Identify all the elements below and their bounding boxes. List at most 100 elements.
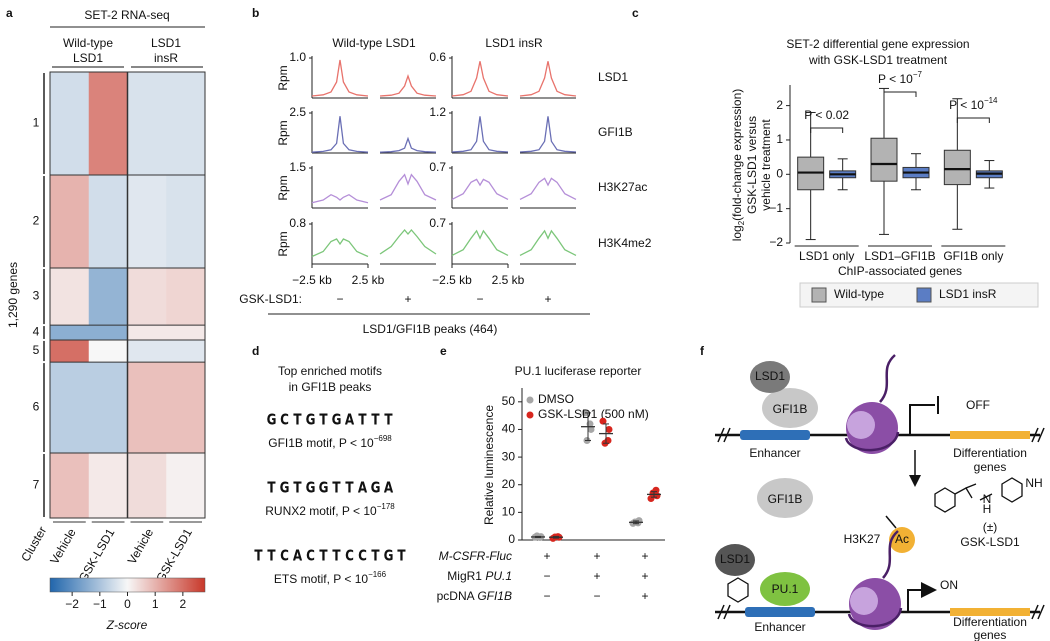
- active-promoter: [907, 582, 937, 612]
- heatmap-title: SET-2 RNA-seq: [84, 8, 169, 22]
- panel-letter: b: [252, 6, 259, 20]
- y-tick-label: −2: [769, 235, 783, 249]
- diagram-label: N: [983, 492, 992, 506]
- profile-line: [311, 193, 369, 204]
- column-label: Vehicle: [47, 526, 79, 567]
- diagram-label: Enhancer: [749, 446, 800, 460]
- row-label: LSD1: [598, 70, 628, 84]
- logo-letter: C: [280, 547, 289, 565]
- motif-label-part: GFI1B motif, P < 10: [268, 436, 374, 450]
- column-group-label: Wild-type: [63, 36, 113, 50]
- x-tick-label: 2.5 kb: [352, 273, 385, 287]
- bound-inhibitor: [727, 577, 749, 603]
- colorbar-tick-label: 1: [152, 597, 159, 611]
- logo-letter: T: [319, 411, 328, 429]
- heatmap-cell: [88, 325, 128, 341]
- y-axis-label: Rpm: [276, 231, 290, 256]
- y-tick-label: 50: [502, 394, 516, 408]
- logo-letter: T: [371, 547, 380, 565]
- logo-letter: T: [254, 547, 263, 565]
- column-group-label: insR: [154, 51, 178, 65]
- diagram-label: Differentiation: [953, 615, 1027, 629]
- heatmap-cell: [127, 268, 167, 326]
- histone-tail: [844, 354, 900, 452]
- legend-label: DMSO: [538, 392, 574, 406]
- profile-line: [519, 229, 577, 256]
- box: [870, 137, 898, 182]
- condition-sign: −: [543, 569, 550, 583]
- legend-marker: [526, 411, 534, 419]
- profile-line: [311, 116, 369, 153]
- chart-title: SET-2 differential gene expression: [786, 37, 969, 51]
- gene-box: [950, 608, 1030, 616]
- heatmap-cell: [166, 339, 206, 363]
- colorbar-label: Z-score: [106, 618, 148, 632]
- heatmap-cell: [88, 175, 128, 269]
- colorbar-tick-label: −2: [65, 597, 79, 611]
- logo-letter: C: [306, 547, 315, 565]
- condition-sign: −: [543, 589, 550, 603]
- chart-title: with GSK-LSD1 treatment: [808, 53, 948, 67]
- panel-letter: e: [440, 344, 447, 358]
- heatmap-cell: [166, 453, 206, 519]
- heatmap-cell: [127, 175, 167, 269]
- data-point: [587, 425, 595, 433]
- diagram-label: H: [983, 502, 992, 516]
- y-axis-label-part: log: [730, 225, 744, 241]
- y-axis-label: Rpm: [276, 120, 290, 145]
- condition-sign: −: [593, 589, 600, 603]
- heatmap-cell: [166, 325, 206, 341]
- motif-label-part: −698: [374, 434, 393, 443]
- genes-label: 1,290 genes: [6, 262, 20, 328]
- profile-line: [451, 229, 509, 256]
- profile-line: [519, 61, 577, 97]
- p-value-part: P < 10: [878, 72, 913, 86]
- heatmap-cell: [50, 453, 90, 519]
- diagram-label: Enhancer: [754, 620, 805, 634]
- gene-box: [950, 431, 1030, 439]
- logo-letter: T: [319, 547, 328, 565]
- y-tick-label: 1.0: [289, 50, 306, 64]
- heatmap-cell: [127, 72, 167, 176]
- y-tick-label: 30: [502, 449, 516, 463]
- diagram-label: ON: [940, 578, 958, 592]
- treatment-sign: +: [404, 292, 411, 306]
- y-axis-label: vehicle treatment: [759, 119, 773, 211]
- row-label: GFI1B: [598, 125, 633, 139]
- heatmap-cell: [127, 339, 167, 363]
- x-axis-label: ChIP-associated genes: [838, 264, 962, 278]
- treatment-sign: −: [476, 292, 483, 306]
- logo-letter: T: [293, 411, 302, 429]
- profile-line: [311, 238, 369, 258]
- x-tick-label: GFI1B only: [943, 249, 1003, 263]
- panel-letter: c: [632, 6, 639, 20]
- logo-letter: T: [397, 547, 406, 565]
- y-tick-label: 10: [502, 505, 516, 519]
- condition-label-part: pcDNA: [437, 589, 478, 603]
- treatment-sign: +: [544, 292, 551, 306]
- logo-letter: G: [332, 411, 342, 429]
- colorbar-tick-label: −1: [93, 597, 107, 611]
- diagram-label: Differentiation: [953, 446, 1027, 460]
- diagram-label: LSD1: [720, 552, 750, 566]
- row-label: H3K4me2: [598, 236, 652, 250]
- y-tick-label: 1.5: [289, 160, 306, 174]
- profile-line: [379, 73, 437, 97]
- acetyl-link: [885, 515, 897, 529]
- diagram-shapes: [715, 354, 1045, 630]
- y-tick-label: 2: [776, 98, 783, 112]
- motif-label: ETS motif, P < 10−166: [274, 570, 387, 586]
- p-value-part: −14: [984, 96, 998, 105]
- diagram-label: GFI1B: [768, 492, 803, 506]
- chart-title: PU.1 luciferase reporter: [515, 364, 642, 378]
- condition-sign: +: [593, 549, 600, 563]
- logo-letter: A: [293, 547, 303, 565]
- break: [1031, 427, 1039, 443]
- legend-label: LSD1 insR: [939, 287, 997, 301]
- gfi1b-protein: [757, 478, 813, 518]
- break: [1037, 604, 1045, 620]
- logo-letter: G: [306, 411, 316, 429]
- y-tick-label: 0: [776, 166, 783, 180]
